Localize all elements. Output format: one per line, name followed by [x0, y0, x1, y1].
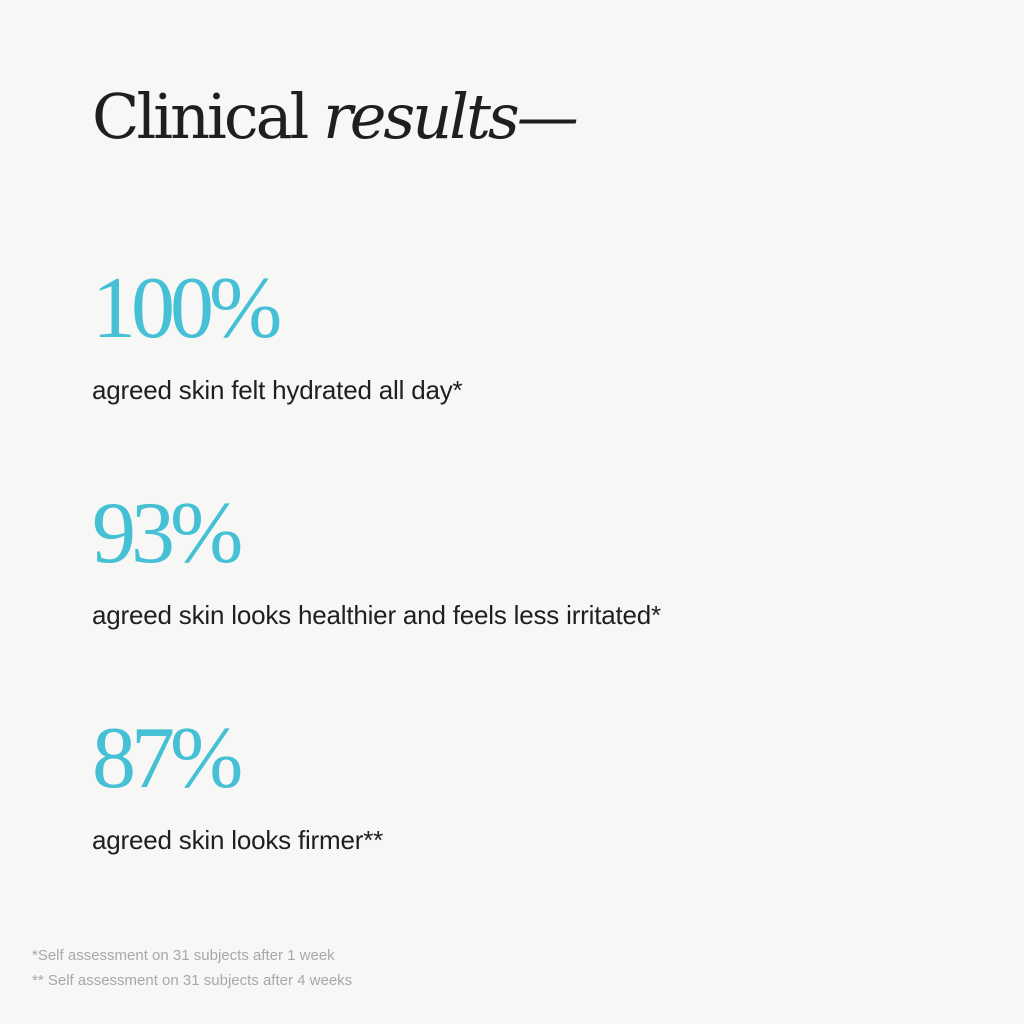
stat-value: 87%: [92, 710, 243, 807]
stat-value: 100%: [92, 260, 282, 357]
stat-healthier: 93% agreed skin looks healthier and feel…: [92, 490, 661, 631]
title-italic: results—: [323, 80, 579, 153]
title-regular: Clinical: [92, 80, 309, 153]
stat-label: agreed skin looks firmer**: [92, 825, 384, 855]
footnote-1: *Self assessment on 31 subjects after 1 …: [32, 947, 335, 964]
footnote-2: ** Self assessment on 31 subjects after …: [32, 972, 353, 989]
stat-label: agreed skin looks healthier and feels le…: [92, 600, 661, 630]
page-title: Clinical results—: [92, 86, 579, 148]
stat-firmer: 87% agreed skin looks firmer**: [92, 715, 383, 856]
stat-value: 93%: [92, 485, 243, 582]
stat-hydrated: 100% agreed skin felt hydrated all day*: [92, 260, 463, 406]
stat-label: agreed skin felt hydrated all day*: [92, 375, 463, 405]
